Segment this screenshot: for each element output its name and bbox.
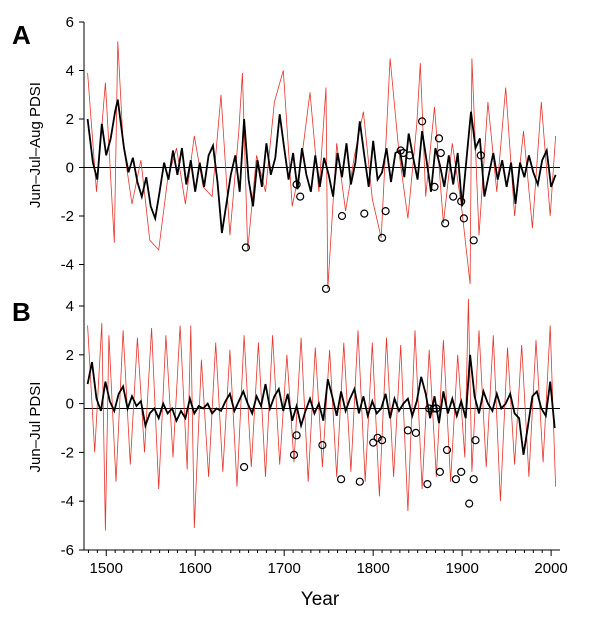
panel-b-event-point xyxy=(292,431,301,440)
panel-b-events xyxy=(240,404,480,508)
panel-b-event-point xyxy=(411,428,420,437)
panel-a-event-point xyxy=(469,236,478,245)
panel-a-y-tick-label: 4 xyxy=(66,63,74,80)
panel-a-annual-series-line xyxy=(87,41,556,289)
x-tick-label: 1500 xyxy=(90,560,123,577)
panel-b-y-tick-label: 2 xyxy=(66,347,74,364)
x-tick-label: 2000 xyxy=(534,560,567,577)
panel-a-event-point xyxy=(476,151,485,160)
panel-a-event-point xyxy=(441,219,450,228)
panel-a-event-point xyxy=(434,134,444,143)
panel-b: B Jun–Jul PDSI -6 -4 -2 0 2 4 1500 1600 1700 180… xyxy=(12,297,568,610)
panel-a-event-point xyxy=(459,214,468,223)
panel-a-y-axis-title: Jun–Jul–Aug PDSI xyxy=(27,82,44,208)
panel-a-y-tick-label: -4 xyxy=(61,257,74,274)
x-tick-label: 1800 xyxy=(356,560,389,577)
x-tick-label: 1700 xyxy=(267,560,300,577)
panel-a-y-tick-label: 0 xyxy=(66,160,74,177)
panel-b-event-point xyxy=(465,499,474,508)
panel-a-y-tick-label: 2 xyxy=(66,111,74,128)
panel-a-event-point xyxy=(296,192,305,201)
x-tick-label: 1900 xyxy=(445,560,478,577)
panel-b-y-tick-label: -2 xyxy=(61,444,74,461)
panel-b-event-point xyxy=(337,475,346,484)
panel-b-y-tick-label: 0 xyxy=(66,396,74,413)
panel-a-event-point xyxy=(430,182,439,191)
panel-a-series xyxy=(86,41,557,289)
panel-a-axes: -4 -2 0 2 4 6 xyxy=(61,14,560,313)
panel-a-event-point xyxy=(418,117,427,126)
panel-b-x-axis: 1500 1600 1700 1800 1900 2000 xyxy=(84,549,568,577)
panel-b-series xyxy=(86,298,556,531)
panel-b-event-point xyxy=(289,450,299,459)
panel-b-letter: B xyxy=(12,297,31,327)
panel-a-event-point xyxy=(241,243,250,252)
panel-b-event-point xyxy=(355,477,364,486)
panel-a-event-point xyxy=(337,211,347,221)
x-axis-title: Year xyxy=(301,589,340,610)
panel-a-event-point xyxy=(321,284,331,293)
panel-a-letter: A xyxy=(12,20,31,50)
panel-b-event-point xyxy=(378,436,387,445)
panel-a-event-point xyxy=(449,192,458,201)
panel-b-event-point xyxy=(469,475,478,484)
panel-a-events xyxy=(241,117,485,293)
panel-a-event-point xyxy=(457,197,466,206)
panel-a-event-point xyxy=(436,148,445,158)
panel-a-y-tick-label: 6 xyxy=(66,14,74,31)
panel-b-event-point xyxy=(457,467,466,476)
panel-b-event-point xyxy=(442,445,452,455)
panel-a-event-point xyxy=(378,233,387,242)
panel-b-y-tick-label: 4 xyxy=(66,298,74,315)
panel-b-event-point xyxy=(451,475,460,484)
panel-b-event-point xyxy=(429,404,438,413)
panel-b-event-point xyxy=(373,433,382,442)
panel-b-event-point xyxy=(369,438,378,447)
panel-a-event-point xyxy=(396,146,405,155)
panel-a-event-point xyxy=(381,207,390,216)
panel-b-y-axis-title: Jun–Jul PDSI xyxy=(27,382,44,473)
panel-b-event-point xyxy=(435,467,444,476)
panel-b-event-point xyxy=(403,426,412,435)
panel-b-event-point xyxy=(240,462,249,472)
panel-b-event-point xyxy=(423,480,432,489)
panel-b-smoothed-series-line xyxy=(86,354,556,455)
panel-b-event-point xyxy=(471,436,480,445)
panel-a-event-point xyxy=(292,180,301,189)
panel-a-y-tick-label: -2 xyxy=(61,208,74,225)
panel-b-axes: -6 -4 -2 0 2 4 xyxy=(61,298,560,559)
panel-a-event-point xyxy=(405,151,414,160)
panel-b-y-tick-label: -4 xyxy=(61,493,74,510)
panel-a-event-point xyxy=(360,209,369,218)
panel-a: A Jun–Jul–Aug PDSI -4 -2 0 2 4 6 xyxy=(12,14,560,313)
panel-b-event-point xyxy=(432,404,441,413)
panel-b-event-point xyxy=(318,441,327,450)
x-tick-label: 1600 xyxy=(179,560,212,577)
panel-b-y-tick-label: -6 xyxy=(61,542,74,559)
panel-a-smoothed-series-line xyxy=(86,99,557,234)
